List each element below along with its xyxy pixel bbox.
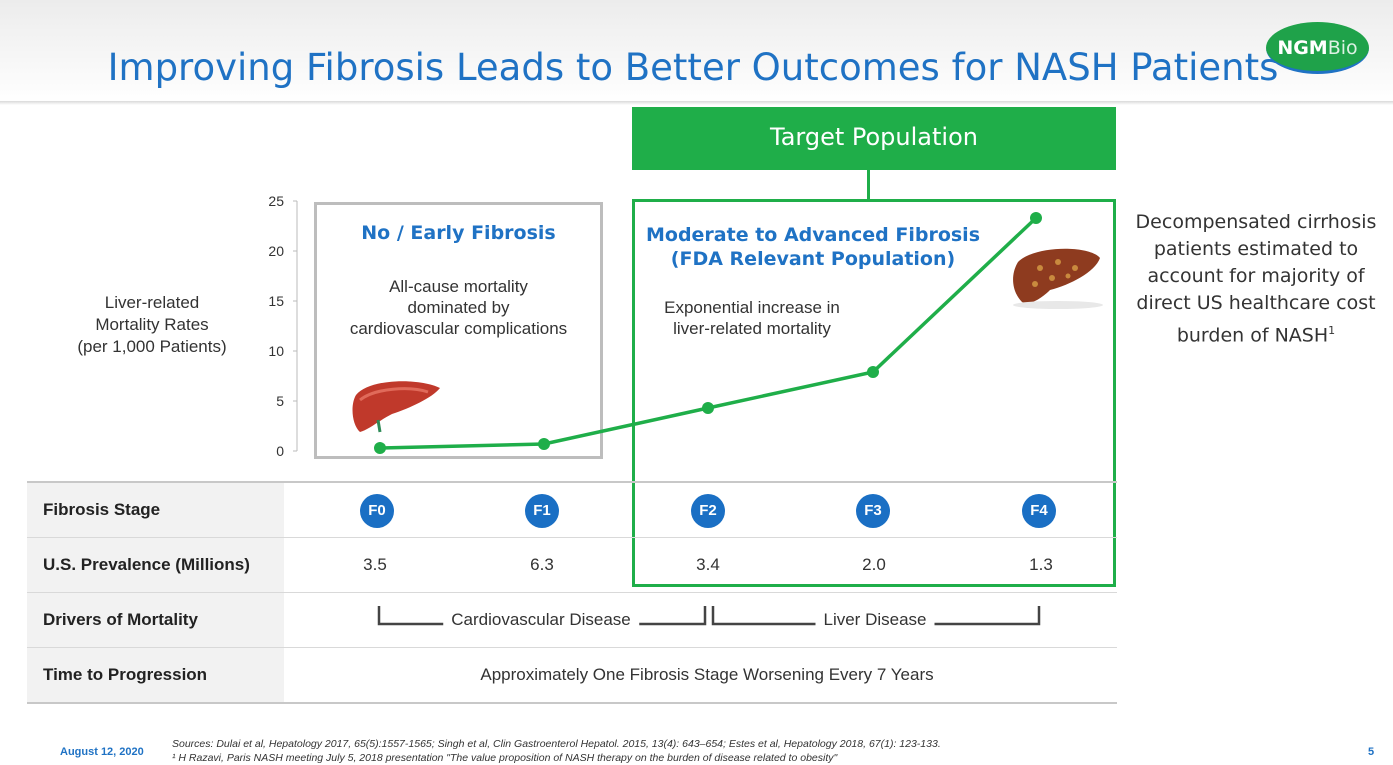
page-title: Improving Fibrosis Leads to Better Outco… bbox=[107, 46, 1279, 89]
stage-badge: F4 bbox=[1022, 494, 1056, 528]
y-tick-label: 15 bbox=[268, 293, 284, 309]
target-connector bbox=[867, 170, 870, 199]
note-line: account for majority of bbox=[1147, 265, 1365, 287]
note-line: burden of NASH1 bbox=[1130, 317, 1382, 349]
footnote-marker: 1 bbox=[1328, 324, 1336, 337]
advanced-fibrosis-heading: Moderate to Advanced Fibrosis (FDA Relev… bbox=[640, 223, 986, 271]
note-line: patients estimated to bbox=[1153, 238, 1359, 260]
prevalence-cell: 6.3 bbox=[530, 555, 554, 574]
row-label: Drivers of Mortality bbox=[27, 593, 284, 647]
note-last-line: burden of NASH bbox=[1176, 324, 1329, 347]
row-label: U.S. Prevalence (Millions) bbox=[27, 538, 284, 592]
stage-badge: F2 bbox=[691, 494, 725, 528]
advanced-heading-line: Moderate to Advanced Fibrosis bbox=[645, 224, 981, 246]
y-tick-label: 5 bbox=[276, 393, 284, 409]
sources-line: ¹ H Razavi, Paris NASH meeting July 5, 2… bbox=[172, 752, 838, 764]
early-text-line: All-cause mortality bbox=[389, 277, 528, 296]
data-point-f2 bbox=[702, 402, 714, 414]
row-label: Time to Progression bbox=[27, 648, 284, 702]
cirrhotic-liver-illustration bbox=[1013, 248, 1103, 309]
y-axis-label-line: (per 1,000 Patients) bbox=[77, 337, 227, 356]
y-axis-label: Liver-related Mortality Rates (per 1,000… bbox=[52, 292, 252, 358]
logo-bold-text: NGM bbox=[1277, 37, 1328, 59]
advanced-fibrosis-text: Exponential increase in liver-related mo… bbox=[652, 297, 852, 339]
stage-badge: F1 bbox=[525, 494, 559, 528]
page-number: 5 bbox=[1368, 746, 1375, 758]
cirrhosis-note: Decompensated cirrhosis patients estimat… bbox=[1130, 209, 1382, 349]
table-row: Time to Progression Approximately One Fi… bbox=[27, 647, 1117, 704]
y-axis-label-line: Mortality Rates bbox=[95, 315, 209, 334]
data-point-f3 bbox=[867, 366, 879, 378]
prevalence-cell: 3.5 bbox=[363, 555, 387, 574]
advanced-heading-line: (FDA Relevant Population) bbox=[670, 248, 956, 270]
data-point-f1 bbox=[538, 438, 550, 450]
data-point-f4 bbox=[1030, 212, 1042, 224]
company-logo: NGMBio bbox=[1266, 22, 1369, 74]
early-fibrosis-heading: No / Early Fibrosis bbox=[361, 222, 556, 244]
y-tick-label: 20 bbox=[268, 243, 284, 259]
header-band bbox=[0, 0, 1393, 104]
early-fibrosis-box bbox=[314, 202, 603, 459]
prevalence-cell: 2.0 bbox=[862, 555, 886, 574]
note-line: direct US healthcare cost bbox=[1136, 292, 1376, 314]
liver-bracket-label: Liver Disease bbox=[815, 593, 935, 647]
y-axis-label-line: Liver-related bbox=[104, 293, 200, 312]
progression-cell: Approximately One Fibrosis Stage Worseni… bbox=[480, 665, 934, 684]
stage-badge: F0 bbox=[360, 494, 394, 528]
early-text-line: dominated by bbox=[407, 298, 510, 317]
y-tick-label: 0 bbox=[276, 443, 284, 459]
mortality-series bbox=[374, 212, 1042, 454]
sources-line: Sources: Dulai et al, Hepatology 2017, 6… bbox=[172, 738, 941, 750]
y-tick-label: 10 bbox=[268, 343, 284, 359]
advanced-text-line: Exponential increase in bbox=[664, 298, 840, 317]
target-population-box bbox=[632, 199, 1116, 587]
cardiovascular-bracket-label: Cardiovascular Disease bbox=[443, 593, 639, 647]
mortality-chart: 0 5 10 15 20 25 bbox=[268, 193, 1103, 459]
advanced-text-line: liver-related mortality bbox=[673, 319, 831, 338]
row-label: Fibrosis Stage bbox=[27, 483, 284, 537]
prevalence-cell: 1.3 bbox=[1029, 555, 1053, 574]
early-fibrosis-text: All-cause mortality dominated by cardiov… bbox=[320, 276, 597, 339]
early-text-line: cardiovascular complications bbox=[349, 319, 568, 338]
stage-badge: F3 bbox=[856, 494, 890, 528]
target-population-banner: Target Population bbox=[632, 107, 1116, 170]
y-tick-label: 25 bbox=[268, 193, 284, 209]
fibrosis-table: Fibrosis Stage F0 F1 F2 F3 F4 U.S. Preva… bbox=[27, 481, 1117, 704]
table-row: Drivers of Mortality Cardiovascular Dise… bbox=[27, 592, 1117, 647]
footer-sources: Sources: Dulai et al, Hepatology 2017, 6… bbox=[172, 737, 941, 765]
note-line: Decompensated cirrhosis bbox=[1135, 211, 1377, 233]
logo-light-text: Bio bbox=[1327, 37, 1358, 59]
footer-date: August 12, 2020 bbox=[60, 746, 144, 758]
table-row: U.S. Prevalence (Millions) 3.5 6.3 3.4 2… bbox=[27, 537, 1117, 592]
prevalence-cell: 3.4 bbox=[696, 555, 720, 574]
y-axis: 0 5 10 15 20 25 bbox=[268, 193, 298, 459]
header-divider bbox=[0, 101, 1393, 105]
table-row: Fibrosis Stage F0 F1 F2 F3 F4 bbox=[27, 481, 1117, 537]
healthy-liver-illustration bbox=[352, 381, 440, 433]
data-point-f0 bbox=[374, 442, 386, 454]
